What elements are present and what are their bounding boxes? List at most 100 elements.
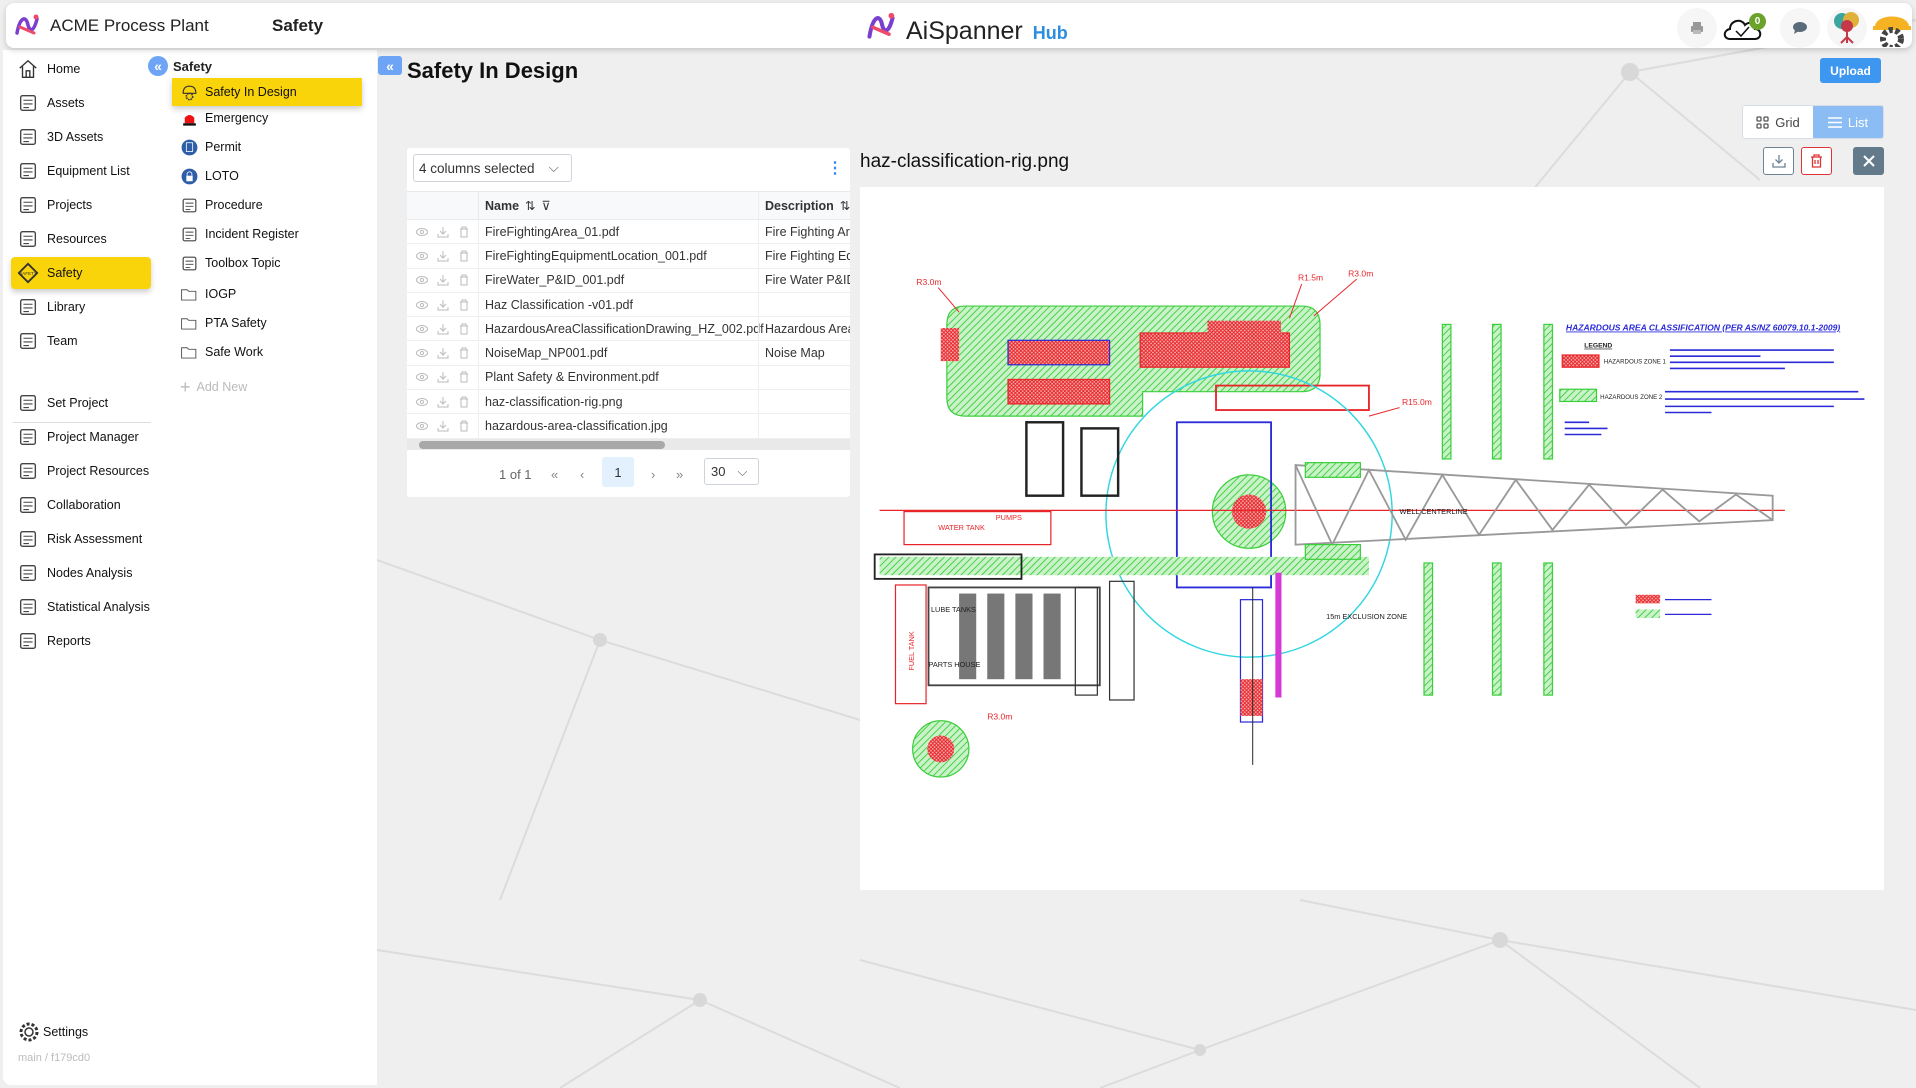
subnav-item-loto[interactable]: LOTO [172, 162, 362, 190]
sidebar-item-safety[interactable]: SAFETY Safety [11, 257, 151, 289]
view-icon[interactable] [415, 372, 428, 382]
table-row[interactable]: Haz Classification -v01.pdf [407, 292, 850, 318]
subnav-item-incident-register[interactable]: Incident Register [172, 220, 362, 248]
table-row[interactable]: Plant Safety & Environment.pdf [407, 365, 850, 391]
view-icon[interactable] [415, 251, 428, 261]
download-icon[interactable] [437, 420, 449, 432]
add-new-button[interactable]: + Add New [172, 373, 362, 401]
view-icon[interactable] [415, 324, 428, 334]
trash-icon[interactable] [459, 323, 469, 335]
next-page-button[interactable]: › [651, 466, 656, 482]
close-preview-button[interactable] [1853, 147, 1884, 175]
scrollbar-thumb[interactable] [419, 441, 665, 449]
sidebar-item-projects[interactable]: Projects [11, 189, 151, 221]
print-button[interactable] [1677, 8, 1717, 48]
name-column-header[interactable]: Name ⇅ ⊽ [485, 192, 757, 219]
upload-button[interactable]: Upload [1820, 58, 1881, 83]
table-row[interactable]: FireWater_P&ID_001.pdf Fire Water P&ID [407, 268, 850, 293]
sidebar-item-resources[interactable]: Resources [11, 223, 151, 255]
list-view-button[interactable]: List [1813, 106, 1883, 138]
first-page-button[interactable]: « [551, 466, 559, 482]
cloud-check-icon[interactable] [1722, 15, 1764, 41]
sidebar-item-statistical-analysis[interactable]: Statistical Analysis [11, 591, 151, 623]
download-icon[interactable] [437, 250, 449, 262]
trash-icon[interactable] [459, 396, 469, 408]
page-size-dropdown[interactable]: 30 ⌵ [704, 458, 759, 485]
file-name-cell[interactable]: haz-classification-rig.png [485, 394, 623, 409]
sidebar-item-set-project[interactable]: Set Project [11, 387, 151, 419]
sidebar-item-project-resources[interactable]: Project Resources [11, 455, 151, 487]
table-row[interactable]: HazardousAreaClassificationDrawing_HZ_00… [407, 317, 850, 342]
download-icon[interactable] [437, 371, 449, 383]
download-icon[interactable] [437, 226, 449, 238]
table-row[interactable]: haz-classification-rig.png [407, 390, 850, 415]
download-icon[interactable] [437, 274, 449, 286]
view-icon[interactable] [415, 421, 428, 431]
last-page-button[interactable]: » [676, 466, 684, 482]
download-file-button[interactable] [1763, 147, 1794, 175]
trash-icon[interactable] [459, 420, 469, 432]
file-name-cell[interactable]: NoiseMap_NP001.pdf [485, 346, 608, 361]
subnav-item-permit[interactable]: Permit [172, 133, 362, 161]
prev-page-button[interactable]: ‹ [580, 466, 585, 482]
sidebar-item-nodes-analysis[interactable]: Nodes Analysis [11, 557, 151, 589]
grid-view-button[interactable]: Grid [1743, 106, 1813, 138]
trash-icon[interactable] [459, 274, 469, 286]
file-name-cell[interactable]: HazardousAreaClassificationDrawing_HZ_00… [485, 321, 764, 336]
table-row[interactable]: hazardous-area-classification.jpg [407, 414, 850, 439]
app-logo-icon[interactable] [14, 13, 40, 37]
delete-file-button[interactable] [1801, 147, 1832, 175]
download-icon[interactable] [437, 323, 449, 335]
download-icon[interactable] [437, 299, 449, 311]
view-icon[interactable] [415, 227, 428, 237]
subnav-item-procedure[interactable]: Procedure [172, 191, 362, 219]
sidebar-item-collaboration[interactable]: Collaboration [11, 489, 151, 521]
file-name-cell[interactable]: hazardous-area-classification.jpg [485, 419, 668, 434]
sidebar-item-assets[interactable]: Assets [11, 87, 151, 119]
view-icon[interactable] [415, 348, 428, 358]
download-icon[interactable] [437, 347, 449, 359]
view-icon[interactable] [415, 397, 428, 407]
description-column-header[interactable]: Description ⇅ [758, 192, 850, 219]
subnav-item-safe-work[interactable]: Safe Work [172, 338, 362, 366]
collapse-sidebar-button[interactable]: « [148, 56, 168, 76]
sidebar-item-equipment-list[interactable]: Equipment List [11, 155, 151, 187]
trash-icon[interactable] [459, 347, 469, 359]
table-row[interactable]: FireFightingArea_01.pdf Fire Fighting Are [407, 220, 850, 245]
sidebar-item-risk-assessment[interactable]: Risk Assessment [11, 523, 151, 555]
sidebar-item-library[interactable]: Library [11, 291, 151, 323]
sidebar-item-home[interactable]: Home [11, 53, 151, 85]
file-name-cell[interactable]: FireFightingEquipmentLocation_001.pdf [485, 248, 707, 263]
sidebar-item-reports[interactable]: Reports [11, 625, 151, 657]
trash-icon[interactable] [459, 371, 469, 383]
sidebar-item-settings[interactable]: Settings [11, 1016, 151, 1048]
helmet-gear-avatar[interactable] [1872, 7, 1912, 47]
view-icon[interactable] [415, 275, 428, 285]
file-name-cell[interactable]: FireWater_P&ID_001.pdf [485, 273, 625, 288]
subnav-item-iogp[interactable]: IOGP [172, 280, 362, 308]
view-icon[interactable] [415, 300, 428, 310]
column-selector-dropdown[interactable]: 4 columns selected ⌵ [413, 154, 572, 182]
trash-icon[interactable] [459, 299, 469, 311]
table-menu-button[interactable]: ⋮ [827, 160, 843, 177]
table-row[interactable]: NoiseMap_NP001.pdf Noise Map [407, 341, 850, 366]
sidebar-item-team[interactable]: Team [11, 325, 151, 357]
filter-icon[interactable]: ⊽ [541, 199, 551, 213]
sidebar-item-project-manager[interactable]: Project Manager [11, 421, 151, 453]
collapse-subnav-button[interactable]: « [378, 56, 402, 75]
file-name-cell[interactable]: Plant Safety & Environment.pdf [485, 370, 659, 385]
subnav-item-toolbox-topic[interactable]: Toolbox Topic [172, 249, 362, 277]
sort-icon[interactable]: ⇅ [839, 199, 850, 213]
chat-button[interactable] [1780, 8, 1820, 48]
download-icon[interactable] [437, 396, 449, 408]
table-row[interactable]: FireFightingEquipmentLocation_001.pdf Fir… [407, 244, 850, 269]
sidebar-item-3d-assets[interactable]: 3D Assets [11, 121, 151, 153]
current-page-button[interactable]: 1 [602, 457, 634, 487]
trash-icon[interactable] [459, 250, 469, 262]
trash-icon[interactable] [459, 226, 469, 238]
file-name-cell[interactable]: FireFightingArea_01.pdf [485, 224, 620, 239]
subnav-item-safety-in-design[interactable]: Safety In Design [172, 78, 362, 106]
file-name-cell[interactable]: Haz Classification -v01.pdf [485, 297, 633, 312]
horizontal-scrollbar[interactable] [407, 439, 850, 450]
sort-icon[interactable]: ⇅ [525, 199, 536, 213]
